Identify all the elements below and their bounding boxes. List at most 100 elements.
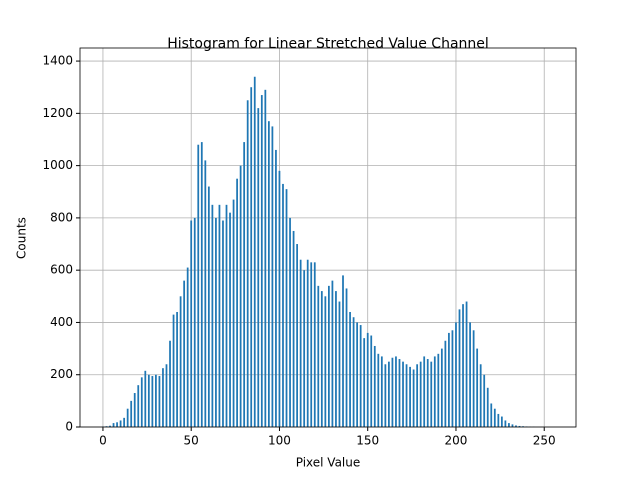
bar — [187, 268, 189, 427]
bar — [169, 341, 171, 427]
bar — [166, 364, 168, 427]
y-tick-label: 0 — [65, 420, 73, 434]
bar — [328, 286, 330, 427]
bar — [420, 362, 422, 427]
bar — [452, 330, 454, 427]
bar — [388, 362, 390, 427]
bar — [501, 417, 503, 427]
bar — [197, 145, 199, 427]
bar — [250, 87, 252, 427]
bar — [279, 171, 281, 427]
bar — [466, 302, 468, 427]
x-tick-label: 100 — [268, 434, 291, 448]
bar — [374, 346, 376, 427]
bar — [399, 359, 401, 427]
bar — [282, 184, 284, 427]
bar — [406, 364, 408, 427]
bar — [289, 218, 291, 427]
bar — [261, 95, 263, 427]
bar — [180, 296, 182, 427]
y-tick-label: 400 — [50, 315, 73, 329]
bar — [148, 375, 150, 427]
bar — [116, 422, 118, 427]
bar — [434, 356, 436, 427]
bar — [240, 166, 242, 427]
y-axis-label: Counts — [15, 217, 29, 259]
bar — [339, 302, 341, 427]
bar — [286, 189, 288, 427]
x-tick-label: 0 — [99, 434, 107, 448]
bar — [490, 403, 492, 427]
bar — [201, 142, 203, 427]
bar — [300, 260, 302, 427]
bar — [444, 341, 446, 427]
bar — [409, 367, 411, 427]
bar — [317, 286, 319, 427]
bar — [392, 358, 394, 427]
x-tick-label: 200 — [445, 434, 468, 448]
bar — [275, 150, 277, 427]
chart-title: Histogram for Linear Stretched Value Cha… — [167, 36, 489, 52]
bar — [349, 312, 351, 427]
y-tick-label: 800 — [50, 210, 73, 224]
bar — [120, 420, 122, 427]
bar — [448, 333, 450, 427]
bar — [413, 369, 415, 427]
bar — [130, 401, 132, 427]
bar — [480, 364, 482, 427]
y-tick-label: 1200 — [42, 106, 73, 120]
bar — [144, 371, 146, 427]
y-tick-label: 200 — [50, 367, 73, 381]
bar — [508, 423, 510, 427]
bar — [127, 409, 129, 427]
bar — [190, 221, 192, 427]
bar — [176, 312, 178, 427]
bar — [494, 409, 496, 427]
bar — [455, 322, 457, 427]
bar — [173, 315, 175, 427]
bar — [473, 330, 475, 427]
bar — [257, 108, 259, 427]
bar — [370, 336, 372, 427]
bar — [204, 160, 206, 427]
bar — [134, 393, 136, 427]
bar — [384, 364, 386, 427]
bar — [356, 322, 358, 427]
bar — [459, 309, 461, 427]
bar — [437, 354, 439, 427]
bar — [208, 187, 210, 427]
bar — [229, 213, 231, 427]
bar — [367, 333, 369, 427]
bar — [430, 362, 432, 427]
bar — [377, 354, 379, 427]
bar — [151, 376, 153, 427]
bar — [314, 262, 316, 427]
bar — [363, 338, 365, 427]
bar — [233, 200, 235, 427]
bar — [427, 359, 429, 427]
bar — [402, 362, 404, 427]
bar — [476, 349, 478, 427]
bar — [236, 179, 238, 427]
bar — [226, 205, 228, 427]
bar — [264, 90, 266, 427]
bar — [296, 244, 298, 427]
bar — [247, 100, 249, 427]
bar — [155, 375, 157, 427]
bar — [416, 364, 418, 427]
bar — [497, 414, 499, 427]
bar — [505, 420, 507, 427]
bar — [183, 281, 185, 427]
bar — [162, 368, 164, 427]
bar — [268, 121, 270, 427]
bar — [215, 218, 217, 427]
y-tick-label: 1000 — [42, 158, 73, 172]
bar — [462, 304, 464, 427]
bar — [483, 375, 485, 427]
bar — [321, 291, 323, 427]
bar — [395, 356, 397, 427]
bar — [123, 418, 125, 427]
bar — [381, 356, 383, 427]
bar — [219, 205, 221, 427]
bar — [342, 275, 344, 427]
